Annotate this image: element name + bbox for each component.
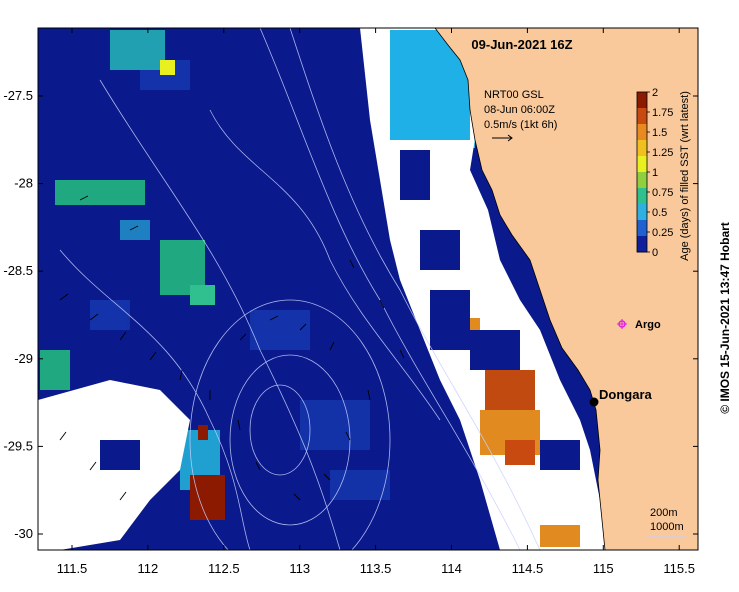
y-tick-label: -27.5 (3, 88, 33, 103)
x-tick-label: 112.5 (208, 561, 240, 576)
x-tick-label: 114 (441, 561, 462, 576)
colorbar-segment (637, 172, 647, 189)
colorbar-tick-label: 1.5 (652, 127, 667, 139)
current-legend-arrowhead (507, 134, 513, 142)
colorbar-tick-label: 2 (652, 87, 658, 99)
colorbar-segment (637, 204, 647, 221)
x-tick-label: 111.5 (57, 561, 88, 576)
colorbar-segment (637, 236, 647, 253)
y-tick-label: -29.5 (3, 438, 33, 453)
plot-frame (37, 27, 699, 551)
map-plot-area (38, 28, 698, 550)
colorbar-tick-label: 1.75 (652, 107, 673, 119)
current-legend-line2: 08-Jun 06:00Z (484, 104, 555, 116)
colorbar: 2 1.75 1.5 1.25 1 0.75 0.5 0.25 0 (636, 87, 673, 259)
colorbar-segment (637, 108, 647, 125)
x-axis: 111.5 112 112.5 113 113.5 114 114.5 115 115.5 (57, 28, 695, 576)
current-vectors (59, 195, 405, 501)
colorbar-label: Age (days) of filled SST (wrt latest) (679, 91, 691, 261)
colorbar-segment (637, 140, 647, 157)
land-western-australia (434, 28, 698, 550)
bathymetry-contours (59, 28, 541, 550)
dongara-marker (589, 397, 599, 407)
sst-blocks-nearshore (100, 150, 580, 470)
argo-marker (617, 319, 627, 329)
colorbar-segment (637, 124, 647, 141)
y-tick-label: -28.5 (3, 263, 33, 278)
map-title: 09-Jun-2021 16Z (471, 37, 572, 52)
contour-depth-200m: 200m (650, 507, 678, 519)
y-tick-label: -29 (14, 351, 33, 366)
contour-depth-1000m: 1000m (650, 521, 684, 533)
argo-label: Argo (635, 319, 661, 331)
x-tick-label: 115 (593, 561, 614, 576)
old-sst-patches (190, 318, 580, 547)
colorbar-tick-label: 0 (652, 247, 658, 259)
x-tick-label: 114.5 (512, 561, 544, 576)
current-legend-line3: 0.5m/s (1kt 6h) (484, 119, 557, 131)
y-axis: -27.5 -28 -28.5 -29 -29.5 -30 (3, 88, 698, 541)
x-tick-label: 113.5 (360, 561, 392, 576)
current-legend-line1: NRT00 GSL (484, 89, 544, 101)
x-tick-label: 113 (289, 561, 310, 576)
colorbar-segment (637, 156, 647, 173)
y-tick-label: -30 (14, 526, 33, 541)
colorbar-tick-label: 0.5 (652, 207, 667, 219)
colorbar-tick-label: 0.25 (652, 227, 673, 239)
colorbar-tick-label: 1.25 (652, 147, 673, 159)
credit-text: © IMOS 15-Jun-2021 13:47 Hobart (718, 222, 732, 414)
colorbar-segment (637, 92, 647, 109)
y-tick-label: -28 (14, 176, 33, 191)
colorbar-tick-label: 1 (652, 167, 658, 179)
x-tick-label: 112 (138, 561, 159, 576)
colorbar-segment (637, 188, 647, 205)
dongara-label: Dongara (599, 387, 653, 402)
x-tick-label: 115.5 (663, 561, 695, 576)
colorbar-tick-label: 0.75 (652, 187, 673, 199)
colorbar-segment (637, 220, 647, 237)
